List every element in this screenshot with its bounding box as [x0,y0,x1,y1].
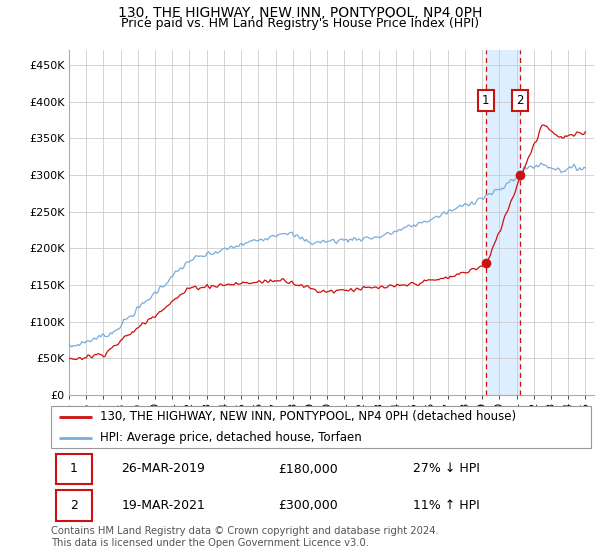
Text: 11% ↑ HPI: 11% ↑ HPI [413,499,479,512]
Text: 130, THE HIGHWAY, NEW INN, PONTYPOOL, NP4 0PH: 130, THE HIGHWAY, NEW INN, PONTYPOOL, NP… [118,6,482,20]
Text: 26-MAR-2019: 26-MAR-2019 [121,463,205,475]
Text: 1: 1 [70,463,78,475]
Text: 2: 2 [517,94,524,107]
FancyBboxPatch shape [56,490,91,521]
Text: 27% ↓ HPI: 27% ↓ HPI [413,463,479,475]
FancyBboxPatch shape [56,454,91,484]
Text: 1: 1 [482,94,490,107]
Text: Price paid vs. HM Land Registry's House Price Index (HPI): Price paid vs. HM Land Registry's House … [121,17,479,30]
Text: HPI: Average price, detached house, Torfaen: HPI: Average price, detached house, Torf… [100,431,361,444]
Text: £180,000: £180,000 [278,463,338,475]
Text: Contains HM Land Registry data © Crown copyright and database right 2024.
This d: Contains HM Land Registry data © Crown c… [51,526,439,548]
Text: 19-MAR-2021: 19-MAR-2021 [121,499,205,512]
Text: 130, THE HIGHWAY, NEW INN, PONTYPOOL, NP4 0PH (detached house): 130, THE HIGHWAY, NEW INN, PONTYPOOL, NP… [100,410,516,423]
Bar [486,50,520,395]
Text: £300,000: £300,000 [278,499,338,512]
Text: 2: 2 [70,499,78,512]
